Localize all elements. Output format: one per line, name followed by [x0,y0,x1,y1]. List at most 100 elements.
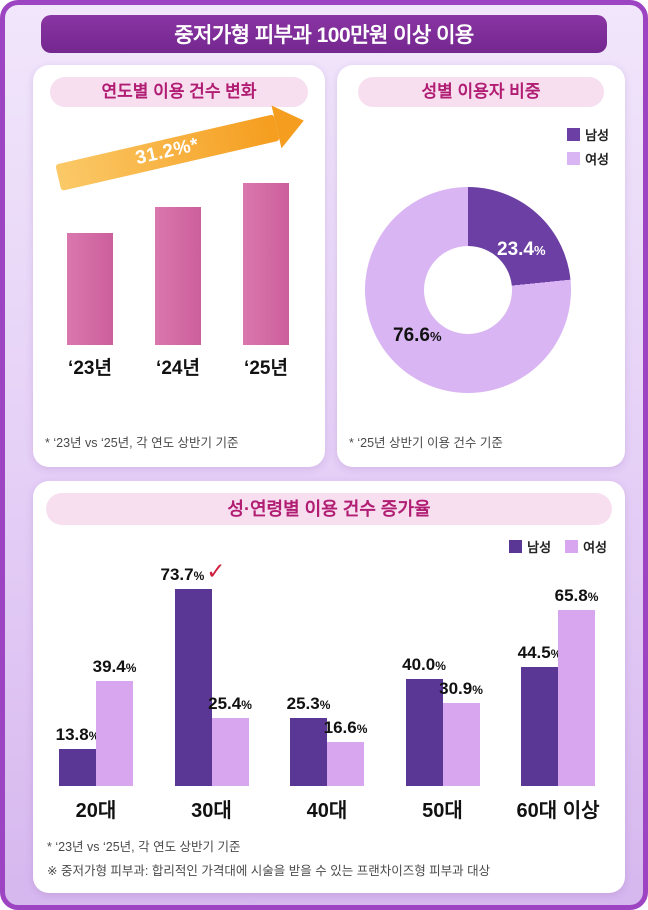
yearly-usage-card: 연도별 이용 건수 변화 31.2%* ‘23년 ‘24년 ‘25년 * ‘23년 … [33,65,325,467]
age-category-label: 20대 [75,800,117,822]
yearly-card-title: 연도별 이용 건수 변화 [50,77,308,107]
gender-card-title: 성별 이용자 비중 [358,77,604,107]
age-legend: 남성 여성 [509,537,607,556]
bar-value-label: 65.8% [555,586,599,606]
male-bar-column: 40.0% [402,547,446,786]
value-number: 65.8 [554,586,588,605]
value-number: 39.4 [92,657,126,676]
age-group: 13.8% 39.4% 20대 [56,547,137,823]
bar-value-label: 13.8% [56,725,100,745]
yearly-category-label: ‘25년 [244,358,288,379]
value-number: 76.6 [393,325,430,346]
male-bar [290,718,327,786]
percent-sign: % [356,722,368,736]
percent-sign: % [550,647,562,661]
age-footnote-2: ※ 중저가형 피부과: 합리적인 가격대에 시술을 받을 수 있는 프랜차이즈형… [47,864,491,878]
yearly-bar-group: ‘25년 [243,183,289,380]
yearly-bar [243,183,289,345]
donut-label-male: 23.4% [497,239,546,261]
growth-rate-label: 31.2%* [133,134,201,170]
age-group: 44.5% 65.8% 60대 이상 [517,547,600,823]
female-color-swatch [567,152,581,165]
bar-value-label: 40.0% [402,655,446,675]
legend-item-female: 여성 [567,149,609,168]
female-bar [327,742,364,786]
bar-value-label: 25.3% [287,694,331,714]
legend-male-label: 남성 [527,540,552,555]
value-number: 23.4 [497,239,534,260]
value-number: 16.6 [323,718,357,737]
age-group-bars: 40.0% 30.9% [402,547,483,786]
growth-arrow-head-icon [271,99,309,149]
gender-footnote: * ‘25년 상반기 이용 건수 기준 [349,436,503,450]
male-bar-column: 13.8% [56,547,99,786]
male-bar-column: 25.3% [287,547,330,786]
age-group-bars: 44.5% 65.8% [518,547,598,786]
gender-legend: 남성 여성 [567,125,609,168]
male-bar [174,589,212,786]
legend-female-label: 여성 [585,152,609,167]
percent-sign: % [472,683,483,697]
female-bar-column: 30.9% [439,547,483,786]
male-bar [521,667,558,786]
legend-item-male: 남성 [509,537,551,556]
yearly-footnote: * ‘23년 vs ‘25년, 각 연도 상반기 기준 [45,436,239,450]
yearly-bar-chart: ‘23년 ‘24년 ‘25년 [67,180,289,380]
percent-sign: % [241,698,252,712]
percent-sign: % [125,661,137,675]
value-number: 25.3 [286,694,320,713]
value-number: 30.9 [439,679,473,698]
female-bar [211,718,249,786]
percent-sign: % [587,590,599,604]
female-bar [96,681,133,786]
male-bar-column: 44.5% [518,547,561,786]
female-bar [442,703,480,786]
value-number: 13.8 [55,725,89,744]
age-footnote-1: * ‘23년 vs ‘25년, 각 연도 상반기 기준 [47,840,241,854]
percent-sign: % [193,569,205,583]
male-color-swatch [509,540,523,553]
red-checkmark-icon: ✓ [206,558,226,584]
gender-share-card: 성별 이용자 비중 남성 여성 23.4% 76.6% * ‘25년 상반기 이… [337,65,625,467]
yearly-bar-group: ‘24년 [155,207,201,380]
yearly-bar [67,233,113,345]
age-gender-card: 성·연령별 이용 건수 증가율 남성 여성 13.8% 39.4% 20대 73.7%… [33,481,625,893]
title-banner: 중저가형 피부과 100만원 이상 이용 [41,15,607,53]
value-number: 73.7 [160,565,194,584]
female-bar [558,610,595,786]
female-bar-column: 65.8% [555,547,598,786]
bar-value-label: 39.4% [93,657,137,677]
female-bar-column: 39.4% [93,547,136,786]
donut-hole [424,246,512,334]
percent-sign: % [88,729,100,743]
age-gender-chart: 13.8% 39.4% 20대 73.7%✓ 25.4% 30대 25.3% 16.6% 40대… [56,551,600,823]
age-group: 25.3% 16.6% 40대 [287,547,368,823]
age-category-label: 40대 [306,800,348,822]
legend-item-male: 남성 [567,125,609,144]
percent-sign: % [533,243,546,258]
yearly-bar [155,207,201,345]
age-category-label: 50대 [422,800,463,822]
value-number: 40.0 [402,655,436,674]
bar-value-label: 44.5% [518,643,562,663]
legend-female-label: 여성 [583,540,607,555]
bar-value-label: 30.9% [439,679,483,699]
percent-sign: % [435,659,446,673]
age-group-bars: 73.7%✓ 25.4% [160,547,252,786]
value-number: 25.4 [208,694,242,713]
legend-item-female: 여성 [565,537,607,556]
bar-value-label: 25.4% [208,694,252,714]
age-category-label: 30대 [191,800,232,822]
bar-value-label: 73.7%✓ [160,558,226,585]
donut-chart [365,187,571,393]
female-color-swatch [565,540,579,553]
age-group: 73.7%✓ 25.4% 30대 [160,547,252,823]
age-group-bars: 13.8% 39.4% [56,547,136,786]
yearly-category-label: ‘24년 [156,358,200,379]
female-bar-column: 25.4% [208,547,252,786]
age-group: 40.0% 30.9% 50대 [402,547,483,823]
legend-male-label: 남성 [585,128,609,143]
female-bar-column: 16.6% [323,547,367,786]
age-category-label: 60대 이상 [516,800,600,822]
